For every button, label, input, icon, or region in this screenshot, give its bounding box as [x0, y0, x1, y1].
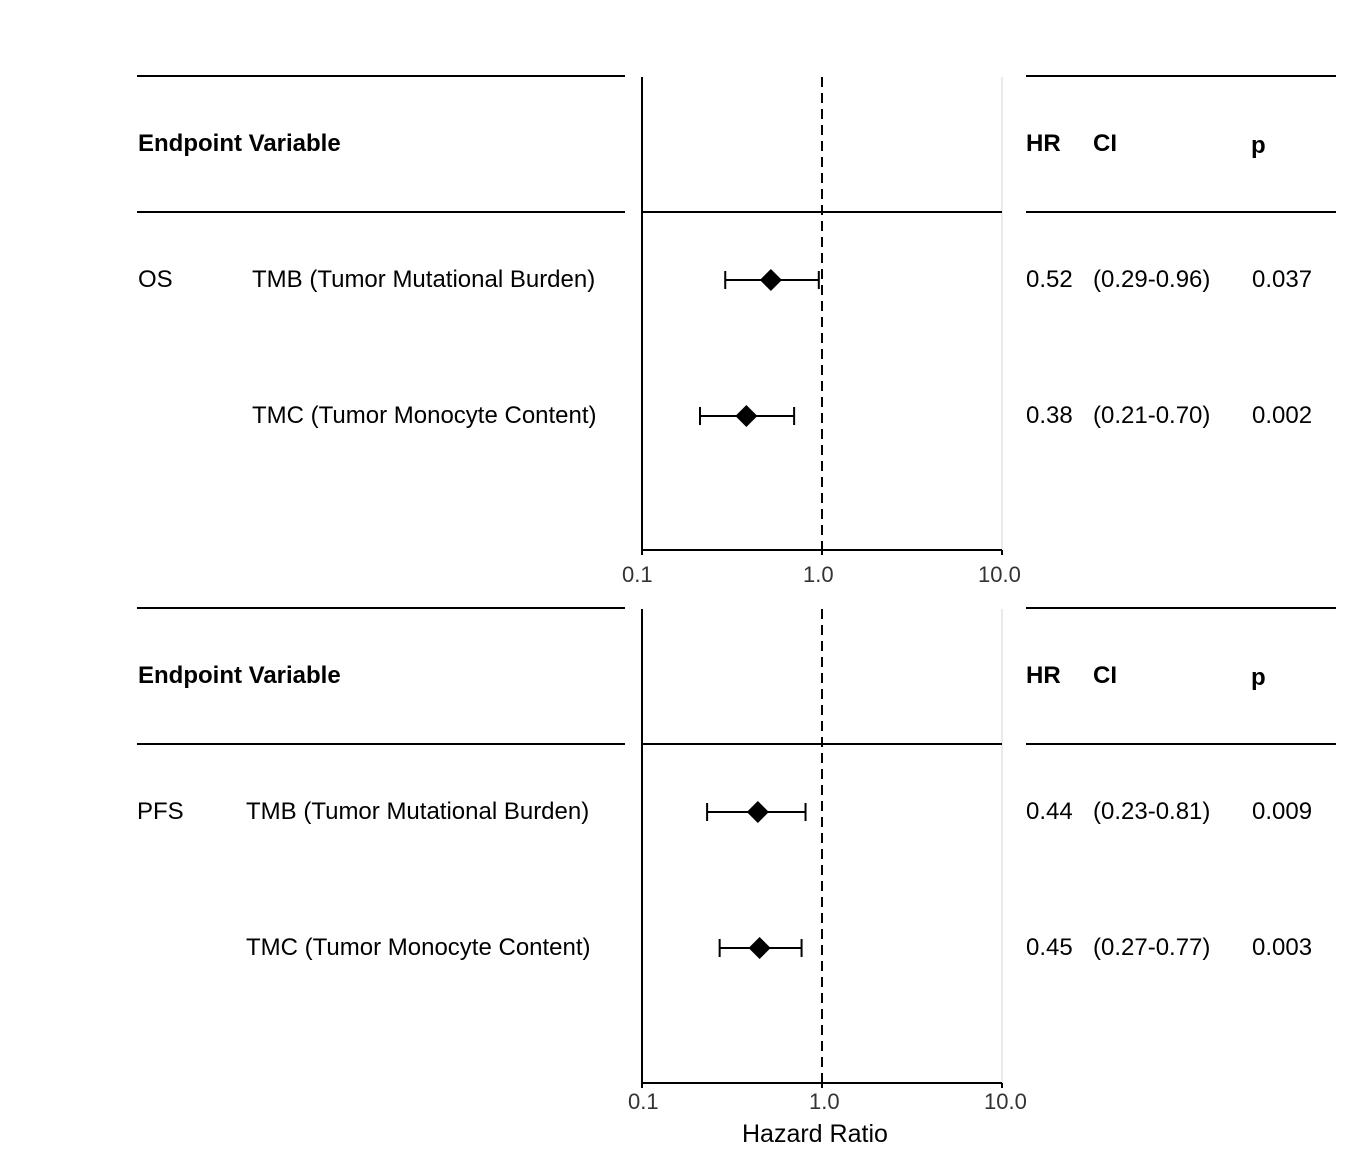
header-rule: [137, 211, 625, 213]
x-tick-label: 10.0: [984, 1089, 1027, 1114]
header-hr: HR: [1026, 662, 1061, 689]
forest-plot-os: [641, 77, 1003, 555]
hr-value: 0.45: [1026, 934, 1073, 961]
header-rule: [1026, 211, 1336, 213]
hr-point-marker: [735, 405, 758, 427]
endpoint-label: PFS: [137, 798, 184, 825]
header-p: p: [1251, 664, 1266, 691]
x-tick-label: 1.0: [803, 562, 834, 587]
p-value: 0.037: [1252, 266, 1313, 293]
p-value: 0.002: [1252, 402, 1313, 429]
hr-point-marker: [746, 801, 769, 823]
top-rule: [1026, 75, 1336, 77]
x-tick-label: 10.0: [978, 562, 1021, 587]
top-rule: [137, 75, 625, 77]
x-tick-label: 1.0: [809, 1089, 840, 1114]
ci-value: (0.21-0.70): [1093, 402, 1211, 429]
hr-value: 0.44: [1026, 798, 1073, 825]
top-rule: [137, 607, 625, 609]
header-endpoint-variable: Endpoint Variable: [138, 130, 341, 157]
p-value: 0.003: [1252, 934, 1313, 961]
header-p: p: [1251, 132, 1266, 159]
hr-value: 0.52: [1026, 266, 1073, 293]
variable-label: TMB (Tumor Mutational Burden): [246, 798, 590, 825]
header-rule: [137, 743, 625, 745]
endpoint-label: OS: [138, 266, 173, 293]
top-rule: [1026, 607, 1336, 609]
header-ci: CI: [1093, 130, 1117, 157]
ci-value: (0.29-0.96): [1093, 266, 1211, 293]
header-hr: HR: [1026, 130, 1061, 157]
variable-label: TMB (Tumor Mutational Burden): [252, 266, 596, 293]
hr-point-marker: [759, 269, 782, 291]
x-axis-label: Hazard Ratio: [742, 1120, 888, 1148]
hr-point-marker: [748, 937, 771, 959]
variable-label: TMC (Tumor Monocyte Content): [252, 402, 597, 429]
x-tick-label: 0.1: [622, 562, 653, 587]
hr-value: 0.38: [1026, 402, 1073, 429]
x-tick-label: 0.1: [628, 1089, 659, 1114]
header-rule: [1026, 743, 1336, 745]
variable-label: TMC (Tumor Monocyte Content): [246, 934, 591, 961]
ci-value: (0.27-0.77): [1093, 934, 1211, 961]
p-value: 0.009: [1252, 798, 1313, 825]
header-ci: CI: [1093, 662, 1117, 689]
ci-value: (0.23-0.81): [1093, 798, 1211, 825]
header-endpoint-variable: Endpoint Variable: [138, 662, 341, 689]
